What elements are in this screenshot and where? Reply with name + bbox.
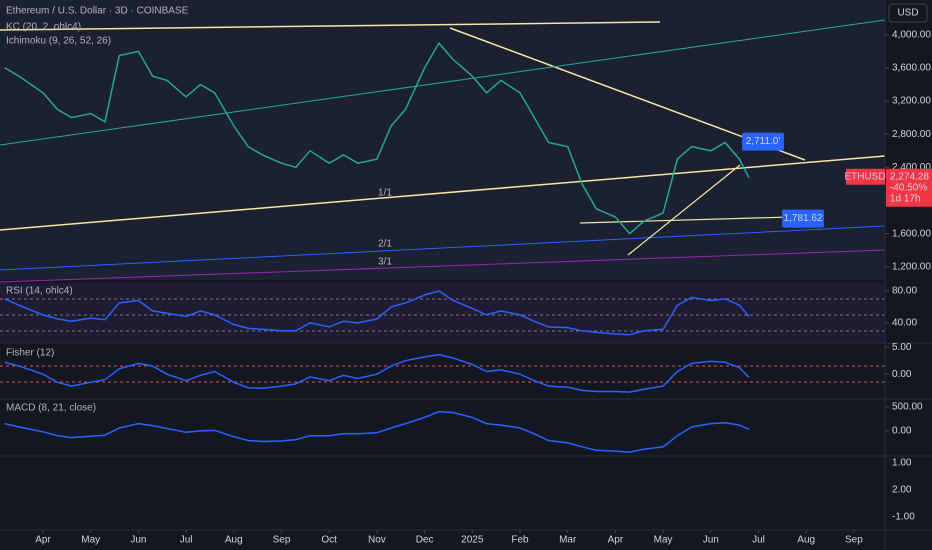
x-tick-label: Mar [559, 535, 577, 546]
x-tick-label: Aug [225, 535, 243, 546]
price-label: 1,781.62 [784, 213, 823, 224]
rsi-pane [0, 283, 885, 342]
y-tick-label: 2,400.00 [892, 162, 931, 173]
last-change: -40.50% [890, 182, 927, 193]
y-tick-label: 3,200.00 [892, 96, 931, 107]
y-tick-label: 80.00 [892, 286, 917, 297]
x-tick-label: Jun [703, 535, 719, 546]
x-tick-label: Apr [35, 535, 51, 546]
y-tick-label: 5.00 [892, 342, 912, 353]
x-tick-label: Aug [797, 535, 815, 546]
x-tick-label: Dec [416, 535, 434, 546]
currency-button[interactable] [888, 3, 928, 23]
trendline [0, 155, 886, 231]
price-label: 2,711.0' [746, 136, 781, 147]
fib-label: 1/1 [378, 188, 392, 199]
indicator-legend: Ichimoku (9, 26, 52, 26) [6, 36, 111, 47]
y-tick-label: 0.00 [892, 426, 912, 437]
trendline [627, 164, 741, 256]
indicator-legend: RSI (14, ohlc4) [6, 286, 73, 297]
symbol-title: Ethereum / U.S. Dollar · 3D · COINBASE [6, 6, 189, 17]
indicator-legend: KC (20, 2, ohlc4) [6, 22, 81, 33]
y-tick-label: -1.00 [892, 512, 915, 523]
x-tick-label: Apr [608, 535, 624, 546]
y-tick-label: 500.00 [892, 401, 923, 412]
price-label-box [782, 209, 824, 228]
y-tick-label: 1,200.00 [892, 261, 931, 272]
trendline [0, 19, 886, 146]
x-tick-label: Sep [273, 535, 291, 546]
last-price: 2,274.28 [890, 171, 929, 182]
x-tick-label: Nov [368, 535, 386, 546]
y-tick-label: 2,800.00 [892, 129, 931, 140]
x-tick-label: Jul [752, 535, 765, 546]
x-tick-label: May [654, 535, 673, 546]
countdown: 1d 17h [890, 193, 921, 204]
x-tick-label: Sep [845, 535, 863, 546]
price-label-box [742, 132, 784, 151]
y-tick-label: 2.00 [892, 485, 912, 496]
y-tick-label: 1,600.00 [892, 228, 931, 239]
y-tick-label: 3,600.00 [892, 63, 931, 74]
y-tick-label: 1.00 [892, 458, 912, 469]
x-tick-label: Oct [321, 535, 337, 546]
trendline [0, 21, 661, 31]
fib-label: 3/1 [378, 257, 392, 268]
symbol-name: ETHUSD [844, 171, 885, 182]
series-line [4, 353, 750, 393]
y-tick-label: 4,000.00 [892, 29, 931, 40]
indicator-legend: MACD (8, 21, close) [6, 403, 96, 414]
fib-label: 2/1 [378, 239, 392, 250]
series-line [4, 410, 750, 453]
x-tick-label: Jun [130, 535, 146, 546]
series-line [4, 290, 750, 336]
trendline [0, 225, 886, 271]
indicator-legend: Fisher (12) [6, 348, 54, 359]
last-price-box [886, 168, 932, 207]
x-tick-label: May [81, 535, 100, 546]
x-tick-label: Feb [511, 535, 529, 546]
x-tick-label: Jul [180, 535, 193, 546]
series-line [4, 41, 750, 235]
x-tick-label: 2025 [461, 535, 484, 546]
trendline [579, 216, 791, 224]
trendline [0, 249, 886, 283]
y-tick-label: 40.00 [892, 318, 917, 329]
currency[interactable]: USD [897, 8, 918, 19]
y-tick-label: 0.00 [892, 369, 912, 380]
symbol-badge [846, 168, 885, 185]
